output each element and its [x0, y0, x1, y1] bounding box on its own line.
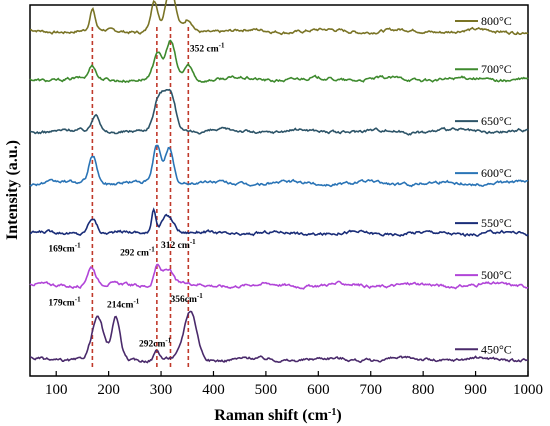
x-axis-title: Raman shift (cm-1) — [214, 407, 341, 425]
x-tick-label: 400 — [202, 382, 225, 398]
legend: 800°C 700°C 650°C 600°C 550°C 500°C 450°C — [455, 14, 512, 356]
legend-label: 450°C — [481, 342, 512, 356]
peak-annotation: 214cm-1 — [107, 297, 140, 310]
x-tick-label: 300 — [150, 382, 173, 398]
peak-annotation: 356cm-1 — [170, 292, 203, 305]
peak-annotation: 179cm-1 — [48, 296, 81, 309]
x-tick-label: 500 — [255, 382, 278, 398]
legend-label: 600°C — [481, 166, 512, 180]
legend-label: 700°C — [481, 62, 512, 76]
series-lines — [29, 0, 529, 364]
x-tick-label: 900 — [464, 382, 487, 398]
x-tick-label: 800 — [412, 382, 435, 398]
x-tick-label: 1000 — [513, 382, 543, 398]
series-line-500°C — [29, 263, 529, 290]
reference-lines — [91, 27, 190, 368]
series-line-600°C — [29, 144, 529, 188]
peak-annotation: 312 cm-1 — [161, 238, 196, 251]
legend-label: 500°C — [481, 268, 512, 282]
peak-annotations: 352 cm-1 169cm-1 292 cm-1 312 cm-1 179cm-1 21… — [48, 41, 225, 349]
plot-frame — [29, 4, 529, 377]
x-tick-label: 700 — [359, 382, 382, 398]
series-line-450°C — [30, 310, 528, 364]
peak-annotation: 292 cm-1 — [120, 245, 155, 258]
x-tick-label: 200 — [97, 382, 120, 398]
peak-annotation: 352 cm-1 — [190, 41, 225, 54]
legend-label: 650°C — [481, 114, 512, 128]
plot-area — [29, 4, 529, 377]
series-line-800°C — [29, 0, 529, 36]
x-tick-label: 100 — [45, 382, 68, 398]
x-axis: 100 200 300 400 500 600 700 800 900 1000 — [45, 371, 543, 398]
series-line-650°C — [29, 88, 529, 136]
legend-label: 550°C — [481, 216, 512, 230]
legend-label: 800°C — [481, 14, 512, 28]
peak-annotation: 169cm-1 — [48, 242, 81, 255]
series-line-550°C — [29, 207, 529, 238]
peak-annotation: 292cm-1 — [139, 336, 172, 349]
x-tick-label: 600 — [307, 382, 330, 398]
y-axis-title: Intensity (a.u.) — [4, 140, 21, 240]
series-line-700°C — [29, 39, 529, 84]
